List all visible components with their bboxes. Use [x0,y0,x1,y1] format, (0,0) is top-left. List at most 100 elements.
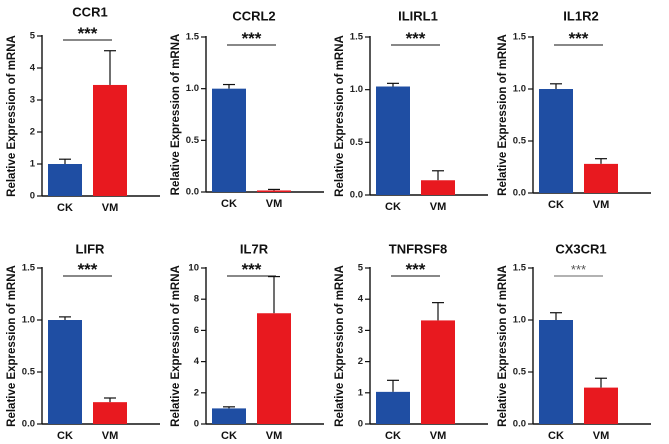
category-label-ck: CK [221,430,237,442]
significance-label: *** [242,29,262,48]
category-label-vm: VM [430,430,447,442]
bar-ck [212,88,246,192]
panel-lifr: LIFR Relative Expression of mRNA 0.0 0.5 1.0… [6,241,160,442]
y-tick-label: 0.5 [186,135,200,146]
y-tick-label: 0.0 [186,187,199,198]
y-tick-label: 1 [358,387,364,398]
y-tick-label: 1.0 [513,84,526,95]
bar-vm [584,163,618,193]
y-tick-label: 1.5 [513,263,527,274]
significance-label: *** [406,260,426,279]
y-axis-label: Relative Expression of mRNA [497,265,509,427]
panel-ccr1: CCR1 Relative Expression of mRNA 0 1 2 3 4 5 CK V… [6,4,160,214]
bar-vm [93,402,127,424]
significance-label: *** [78,260,98,279]
y-tick-label: 1.0 [513,315,526,326]
panel-il1r2: IL1R2 Relative Expression of mRNA 0.0 0.5 1.… [497,8,651,211]
y-tick-label: 1.5 [186,32,200,43]
y-tick-label: 6 [194,325,199,336]
y-tick-label: 0 [194,419,199,430]
category-label-vm: VM [593,199,610,211]
significance-label: *** [242,260,262,279]
category-label-ck: CK [221,198,237,210]
bar-ck [376,391,410,424]
panel-title: ILIRL1 [398,8,438,23]
bar-ck [48,164,82,196]
y-tick-label: 0 [358,419,363,430]
bar-ck [539,320,573,424]
y-axis-label: Relative Expression of mRNA [6,265,18,427]
panel-title: TNFRSF8 [389,241,448,256]
significance-label: *** [571,262,586,277]
panel-il7r: IL7R Relative Expression of mRNA 0 2 4 6 8 10 CK… [170,241,324,442]
bar-vm [421,320,455,424]
y-tick-label: 1.5 [513,32,527,43]
y-tick-label: 3 [30,95,35,106]
y-tick-label: 5 [358,263,364,274]
bar-vm [421,180,455,195]
category-label-ck: CK [57,430,73,442]
category-label-ck: CK [385,430,401,442]
y-tick-label: 1.5 [22,263,36,274]
y-tick-label: 4 [358,294,364,305]
y-tick-label: 0.5 [513,367,527,378]
panel-title: IL1R2 [563,8,598,23]
bar-vm [93,84,127,196]
y-axis-label: Relative Expression of mRNA [170,34,182,196]
y-tick-label: 0.5 [22,367,36,378]
category-label-ck: CK [385,201,401,213]
y-tick-label: 0 [30,191,35,202]
y-tick-label: 2 [30,127,35,138]
panel-cx3cr1: CX3CR1 Relative Expression of mRNA 0.0 0.5 1… [497,241,651,442]
panel-tnfrsf8: TNFRSF8 Relative Expression of mRNA 0 1 2 3 4 5… [334,241,488,442]
panel-title: LIFR [76,241,105,256]
y-tick-label: 10 [188,263,199,274]
category-label-vm: VM [430,201,447,213]
panel-title: CCR1 [72,4,107,19]
y-tick-label: 3 [358,325,363,336]
bar-ck [376,86,410,195]
y-tick-label: 0.0 [513,188,526,199]
y-tick-label: 8 [194,294,199,305]
bar-vm [257,313,291,424]
significance-label: *** [569,29,589,48]
y-tick-label: 2 [358,356,363,367]
y-axis-label: Relative Expression of mRNA [334,265,346,427]
category-label-vm: VM [266,198,283,210]
y-tick-label: 0.0 [22,419,35,430]
y-axis-label: Relative Expression of mRNA [6,35,18,197]
category-label-vm: VM [266,430,283,442]
bar-ck [539,89,573,193]
y-tick-label: 2 [194,387,199,398]
y-tick-label: 1.0 [350,84,363,95]
y-axis-label: Relative Expression of mRNA [334,35,346,197]
panel-title: CCRL2 [232,8,275,23]
y-tick-label: 1.5 [350,32,364,43]
bar-ck [212,408,246,424]
y-tick-label: 0.5 [350,137,364,148]
y-tick-label: 4 [194,356,200,367]
y-tick-label: 1.0 [22,315,35,326]
bar-vm [584,387,618,424]
category-label-vm: VM [593,430,610,442]
y-tick-label: 0.0 [513,419,526,430]
y-tick-label: 4 [30,63,36,74]
bar-ck [48,320,82,424]
y-tick-label: 5 [30,31,36,42]
panel-title: CX3CR1 [555,241,606,256]
bar-vm [257,190,291,192]
category-label-vm: VM [102,430,119,442]
panel-title: IL7R [240,241,269,256]
y-tick-label: 0.5 [513,136,527,147]
significance-label: *** [406,29,426,48]
category-label-ck: CK [548,430,564,442]
panel-ilirl1: ILIRL1 Relative Expression of mRNA 0.0 0.5 1… [334,8,488,213]
category-label-vm: VM [102,202,119,214]
y-axis-label: Relative Expression of mRNA [170,265,182,427]
y-tick-label: 0.0 [350,190,363,201]
panel-ccrl2: CCRL2 Relative Expression of mRNA 0.0 0.5 1.… [170,8,324,210]
significance-label: *** [78,24,98,43]
y-tick-label: 1 [30,159,36,170]
y-tick-label: 1.0 [186,83,199,94]
